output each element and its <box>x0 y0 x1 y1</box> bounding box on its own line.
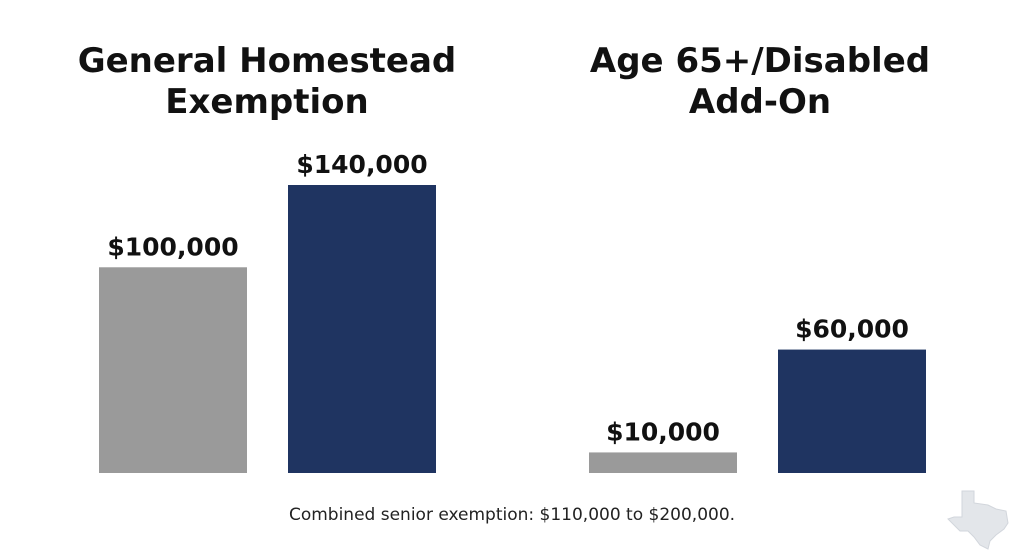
panel-title-line: Age 65+/Disabled <box>590 41 930 81</box>
bar-value-label: $140,000 <box>296 150 427 179</box>
bar <box>589 452 737 473</box>
bar <box>288 185 436 473</box>
panel-title-line: General Homestead <box>78 41 457 81</box>
panel-title-line: Add-On <box>689 82 831 122</box>
bar-value-label: $60,000 <box>795 315 909 344</box>
bar <box>99 267 247 473</box>
bar-value-label: $100,000 <box>107 232 238 261</box>
texas-state-outline-icon <box>947 490 1009 550</box>
bar-value-label: $10,000 <box>606 417 720 446</box>
panel-title-line: Exemption <box>165 82 368 122</box>
bar <box>778 349 926 473</box>
footnote-text: Combined senior exemption: $110,000 to $… <box>288 505 736 525</box>
